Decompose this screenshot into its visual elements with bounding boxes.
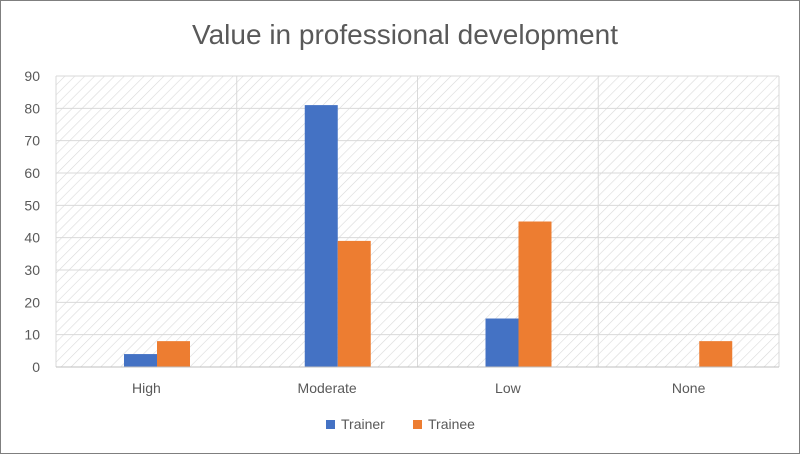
gridlines <box>55 75 780 368</box>
axes: 0 10 20 30 40 50 60 70 80 90 High Moderate Low None <box>24 68 779 396</box>
y-tick-label: 90 <box>24 68 40 84</box>
bar-trainee-moderate <box>337 240 371 367</box>
y-tick-label: 80 <box>24 100 40 116</box>
legend-swatch-trainer <box>326 420 335 429</box>
bar-trainee-low <box>518 221 552 367</box>
y-tick-label: 20 <box>24 294 40 310</box>
chart-title: Value in professional development <box>192 19 618 50</box>
y-tick-label: 30 <box>24 262 40 278</box>
bars <box>124 105 733 367</box>
legend-label-trainee: Trainee <box>428 416 475 432</box>
legend: Trainer Trainee <box>326 416 475 432</box>
y-tick-label: 50 <box>24 197 40 213</box>
bar-trainer-low <box>485 318 519 367</box>
y-tick-label: 40 <box>24 230 40 246</box>
y-tick-label: 0 <box>32 359 40 375</box>
x-tick-label: Moderate <box>298 380 357 396</box>
bar-trainer-high <box>124 354 157 367</box>
y-tick-label: 10 <box>24 327 40 343</box>
x-tick-label: Low <box>495 380 522 396</box>
bar-trainer-moderate <box>304 105 338 367</box>
bar-trainee-none <box>699 341 733 367</box>
legend-label-trainer: Trainer <box>341 416 385 432</box>
legend-swatch-trainee <box>413 420 422 429</box>
bar-trainee-high <box>157 341 190 367</box>
x-tick-label: None <box>672 380 706 396</box>
y-tick-label: 70 <box>24 133 40 149</box>
x-tick-label: High <box>132 380 161 396</box>
y-tick-label: 60 <box>24 165 40 181</box>
